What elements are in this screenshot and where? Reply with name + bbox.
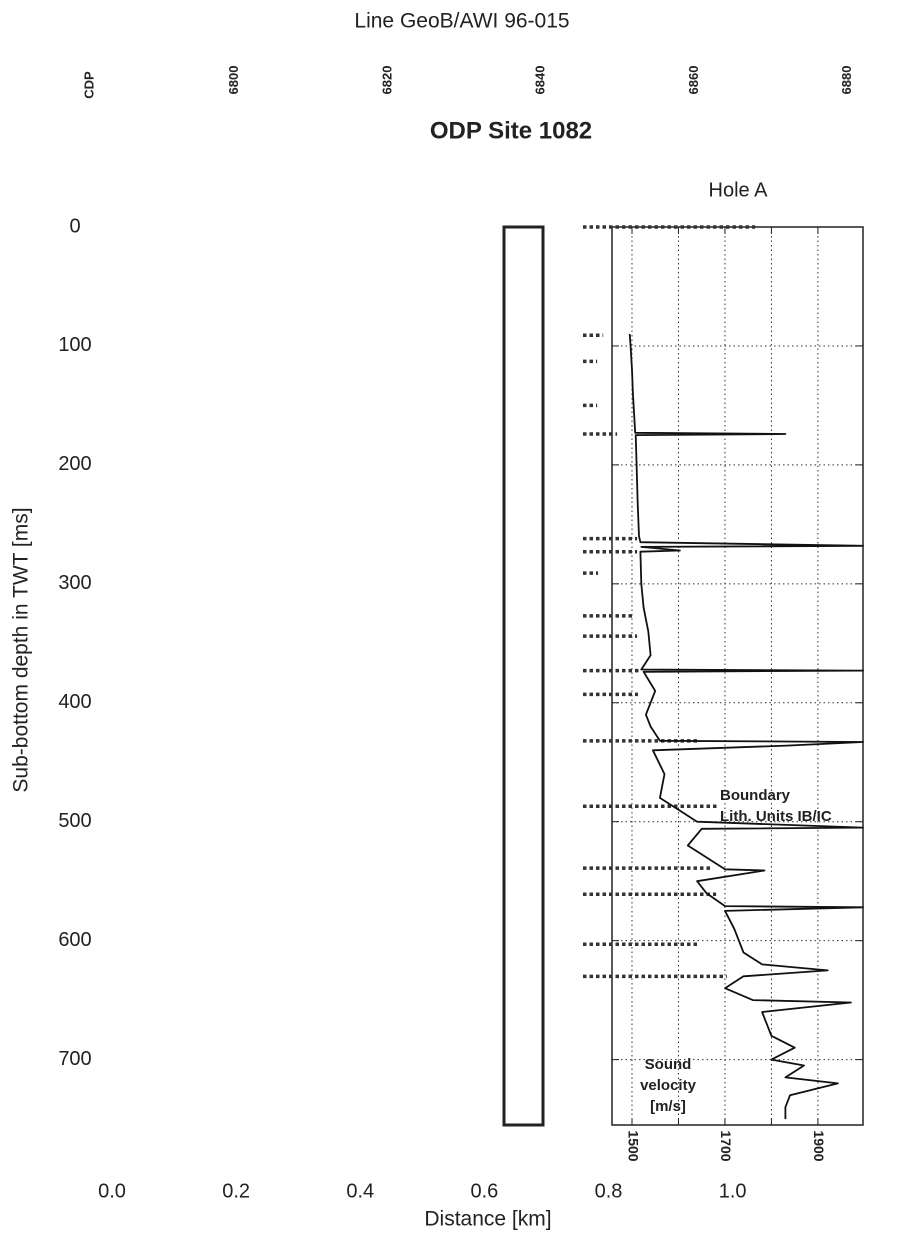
cdp-tick-label: 6840 — [533, 66, 548, 95]
cdp-tick-label: 6800 — [226, 66, 241, 95]
annotation: Lith. Units IB/IC — [720, 808, 832, 825]
x-tick-label: 0.2 — [222, 1180, 250, 1202]
cdp-axis-label: CDP — [81, 71, 96, 99]
series-label: Sound — [645, 1056, 692, 1073]
velocity-panel — [611, 226, 864, 1126]
y-tick-label: 700 — [58, 1048, 91, 1070]
x-tick-label: 0.6 — [470, 1180, 498, 1202]
x-tick-label: 1.0 — [719, 1180, 747, 1202]
subtitle: ODP Site 1082 — [430, 117, 592, 144]
y-tick-label: 200 — [58, 453, 91, 475]
velocity-tick-label: 1500 — [625, 1130, 641, 1161]
series-label: [m/s] — [650, 1098, 686, 1115]
series-label: velocity — [640, 1077, 697, 1094]
drill-site — [502, 225, 545, 1127]
velocity-log — [628, 333, 864, 1120]
y-tick-label: 600 — [58, 929, 91, 951]
title: Line GeoB/AWI 96-015 — [354, 10, 569, 33]
y-tick-label: 100 — [58, 334, 91, 356]
cdp-tick-label: 6860 — [686, 66, 701, 95]
cdp-tick-label: 6820 — [379, 66, 394, 95]
cdp-tick-label: 6880 — [839, 66, 854, 95]
y-tick-label: 400 — [58, 691, 91, 713]
velocity-tick-label: 1900 — [811, 1130, 827, 1161]
annotation: Boundary — [720, 787, 791, 804]
y-tick-label: 500 — [58, 810, 91, 832]
velocity-tick-label: 1700 — [718, 1130, 734, 1161]
y-axis-label: Sub-bottom depth in TWT [ms] — [10, 507, 33, 792]
y-tick-label: 0 — [69, 215, 80, 237]
x-tick-label: 0.4 — [346, 1180, 374, 1202]
y-tick-label: 300 — [58, 572, 91, 594]
panel-title: Hole A — [709, 179, 769, 201]
x-tick-label: 0.8 — [595, 1180, 623, 1202]
x-tick-label: 0.0 — [98, 1180, 126, 1202]
x-axis-label: Distance [km] — [424, 1208, 551, 1231]
